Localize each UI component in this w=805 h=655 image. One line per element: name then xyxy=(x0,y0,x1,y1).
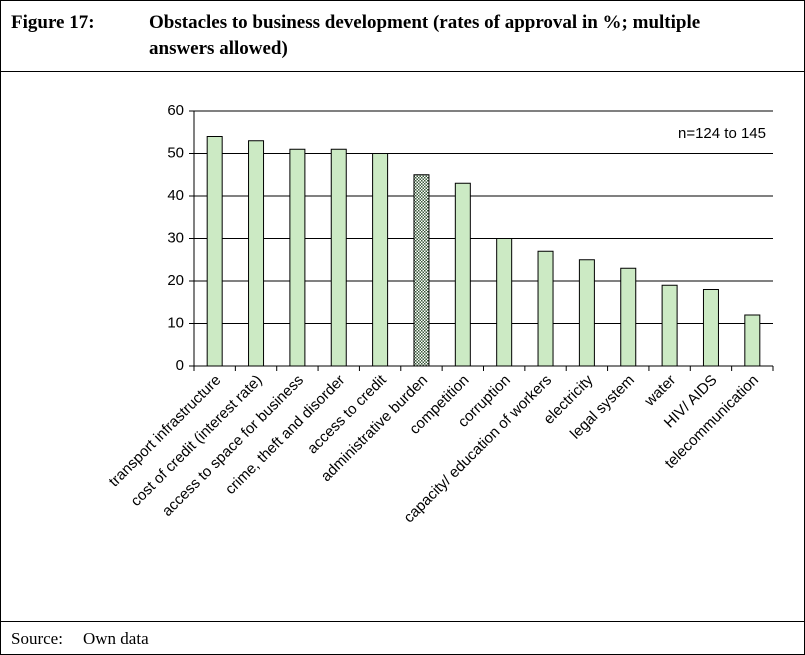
chart-title: Obstacles to business development (rates… xyxy=(149,12,701,59)
bar xyxy=(578,259,595,367)
figure-footer: Source: Own data xyxy=(1,621,804,655)
bar xyxy=(454,182,471,367)
bar xyxy=(330,148,347,367)
y-tick-label: 60 xyxy=(167,102,184,119)
bar xyxy=(702,289,719,367)
bar xyxy=(620,267,637,367)
figure-label: Figure 17: xyxy=(11,12,95,33)
source-label: Source: xyxy=(11,629,63,648)
bar xyxy=(248,140,265,367)
y-tick-label: 30 xyxy=(167,229,184,246)
annotation: n=124 to 145 xyxy=(678,125,766,142)
y-tick-label: 10 xyxy=(167,314,184,331)
bar xyxy=(206,136,223,367)
bar xyxy=(289,148,306,367)
x-tick-label: water xyxy=(641,372,680,411)
bar xyxy=(413,174,430,367)
bar xyxy=(496,238,513,367)
bar xyxy=(537,250,554,367)
source: Own data xyxy=(83,629,149,648)
y-tick-label: 20 xyxy=(167,272,184,289)
figure-header: Figure 17: Obstacles to business develop… xyxy=(1,1,804,72)
y-tick-label: 50 xyxy=(167,144,184,161)
bar xyxy=(661,284,678,367)
y-tick-label: 0 xyxy=(176,357,184,374)
bar xyxy=(372,153,389,367)
y-tick-label: 40 xyxy=(167,187,184,204)
bar xyxy=(744,314,761,367)
